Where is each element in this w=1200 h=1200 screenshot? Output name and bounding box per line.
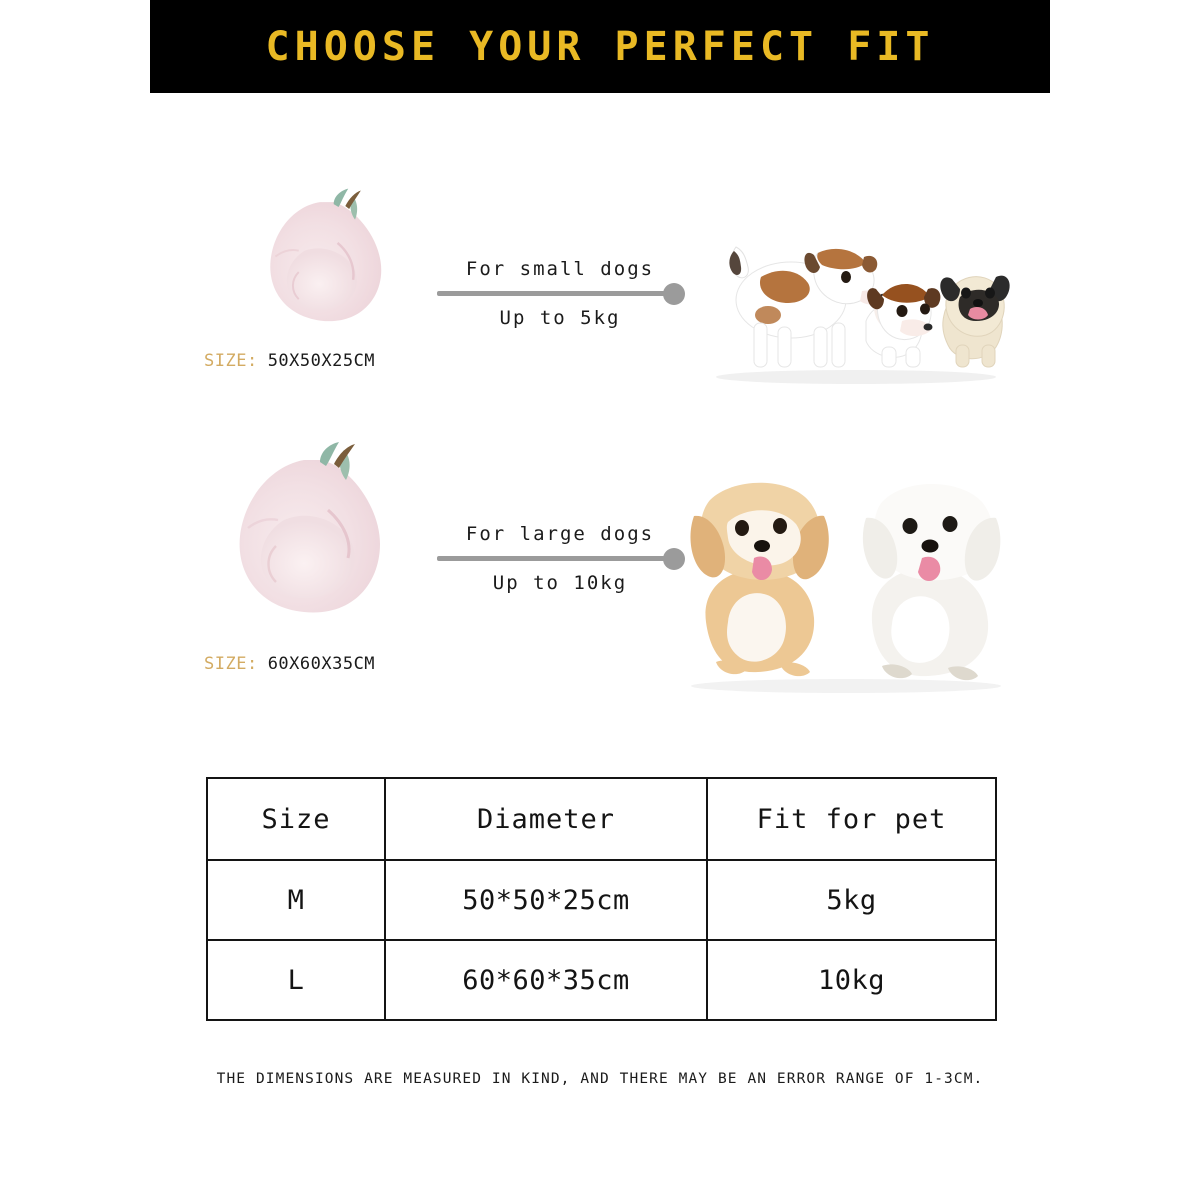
size-label: SIZE: [204, 654, 258, 674]
connector-top-label: For large dogs [465, 523, 655, 545]
table-header-diameter: Diameter [384, 777, 708, 861]
size-value: 50X50X25CM [267, 351, 376, 371]
cell-size-m: M [206, 859, 386, 941]
connector-bottom-label: Up to 5kg [499, 307, 621, 329]
table-row: L 60*60*35cm 10kg [206, 939, 997, 1021]
table-header-row: Size Diameter Fit for pet [206, 777, 997, 861]
connector-top-label: For small dogs [465, 258, 655, 280]
table-row: M 50*50*25cm 5kg [206, 859, 997, 941]
connector-line-wrap [430, 548, 690, 570]
page-title: CHOOSE YOUR PERFECT FIT [265, 23, 935, 70]
connector-line [437, 556, 675, 561]
size-value: 60X60X35CM [267, 654, 376, 674]
photo-large-dogs [676, 472, 1016, 694]
connector-dot-icon [663, 548, 685, 570]
cell-fit-l: 10kg [706, 939, 997, 1021]
connector-large-dogs: For large dogs Up to 10kg [430, 523, 690, 594]
table-header-size: Size [206, 777, 386, 861]
connector-line [437, 291, 675, 296]
three-small-dogs-illustration [716, 246, 1010, 384]
header-banner: CHOOSE YOUR PERFECT FIT [150, 0, 1050, 93]
footer-disclaimer: THE DIMENSIONS ARE MEASURED IN KIND, AND… [216, 1071, 984, 1087]
connector-bottom-label: Up to 10kg [492, 572, 628, 594]
cell-fit-m: 5kg [706, 859, 997, 941]
photo-small-dogs [706, 205, 1016, 385]
product-image-bed-large [208, 432, 408, 632]
spec-table: Size Diameter Fit for pet M 50*50*25cm 5… [206, 777, 997, 1021]
size-caption-large: SIZE: 60X60X35CM [204, 654, 375, 674]
pear-bed-illustration [270, 188, 382, 322]
size-label: SIZE: [204, 351, 258, 371]
table-header-fit: Fit for pet [706, 777, 997, 861]
cell-size-l: L [206, 939, 386, 1021]
product-image-bed-medium [238, 175, 408, 340]
size-caption-medium: SIZE: 50X50X25CM [204, 351, 375, 371]
connector-line-wrap [430, 283, 690, 305]
connector-small-dogs: For small dogs Up to 5kg [430, 258, 690, 329]
cell-diameter-l: 60*60*35cm [384, 939, 708, 1021]
connector-dot-icon [663, 283, 685, 305]
two-fluffy-dogs-illustration [690, 482, 1001, 693]
pear-bed-illustration-large [239, 442, 380, 613]
cell-diameter-m: 50*50*25cm [384, 859, 708, 941]
